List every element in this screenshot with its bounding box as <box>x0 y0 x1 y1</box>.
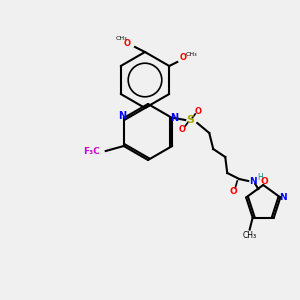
Text: N: N <box>280 193 287 202</box>
Text: CH₃: CH₃ <box>115 35 127 40</box>
Text: F₃C: F₃C <box>83 148 100 157</box>
Text: N: N <box>170 113 178 123</box>
Text: CH₃: CH₃ <box>185 52 197 56</box>
Text: N: N <box>118 111 126 121</box>
Text: H: H <box>257 173 263 182</box>
Text: O: O <box>180 53 187 62</box>
Text: O: O <box>179 124 186 134</box>
Text: S: S <box>186 115 194 125</box>
Text: O: O <box>260 176 268 185</box>
Text: O: O <box>195 106 202 116</box>
Text: O: O <box>124 40 130 49</box>
Text: CH₃: CH₃ <box>243 231 257 240</box>
Text: O: O <box>230 187 237 196</box>
Text: N: N <box>249 176 257 185</box>
